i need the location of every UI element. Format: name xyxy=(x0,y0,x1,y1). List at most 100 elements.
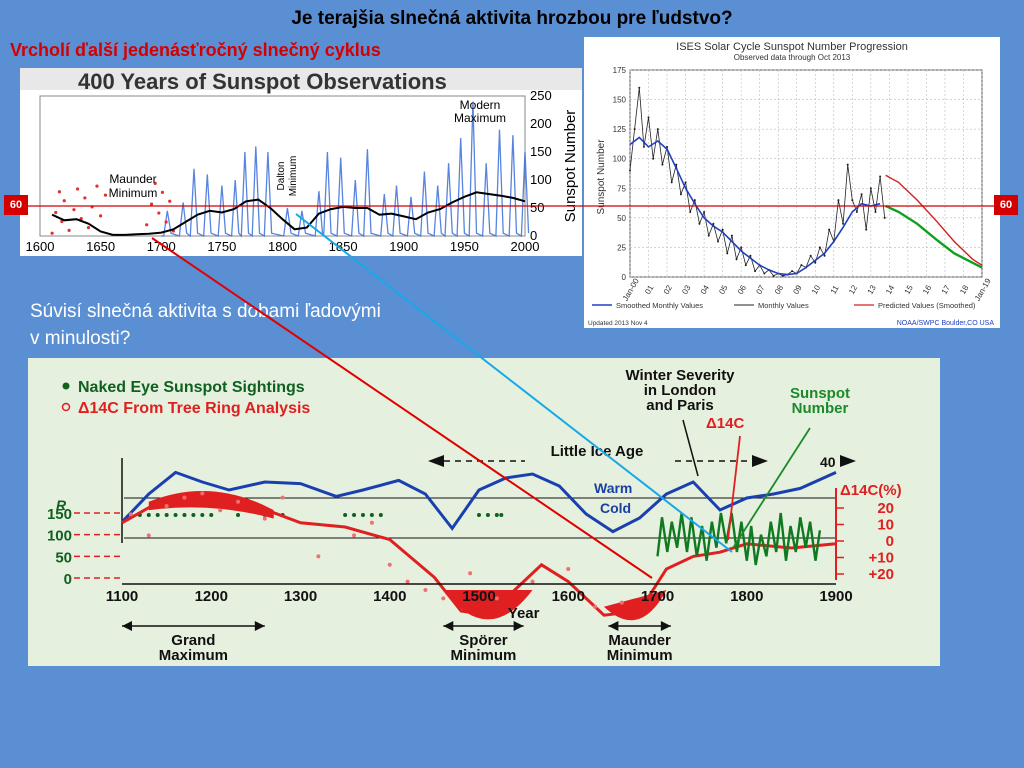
chart2-monthly-point xyxy=(842,222,845,225)
chart1-early-point xyxy=(54,210,58,215)
chart1-early-point xyxy=(60,219,64,224)
chart3-c14-point xyxy=(619,600,624,605)
chart3-sighting-point xyxy=(378,513,383,517)
chart2-monthly-point xyxy=(730,234,733,237)
chart3-arrow-head xyxy=(840,455,856,467)
chart3-c14-point xyxy=(316,554,321,559)
chart3-legend-swatch xyxy=(61,402,71,412)
chart1-early-point xyxy=(145,223,149,227)
chart3-x-tick: 1600 xyxy=(552,588,585,605)
chart2-monthly-point xyxy=(629,169,631,172)
chart2-monthly-point xyxy=(698,222,701,225)
chart2-monthly-point xyxy=(823,254,826,257)
chart3-c14-point xyxy=(423,588,428,592)
chart3-period-label: Grand xyxy=(171,632,215,649)
chart3-sighting-point xyxy=(191,513,196,517)
chart3-c14-point xyxy=(566,567,571,571)
chart2-monthly-point xyxy=(837,199,840,202)
chart2-y-tick: 50 xyxy=(617,214,626,223)
chart1-annotation: Maximum xyxy=(454,111,506,125)
chart3-sunspot-label: Number xyxy=(792,400,849,417)
chart2-y-tick: 25 xyxy=(617,243,626,252)
chart3-c14-point xyxy=(405,579,410,584)
chart3-sighting-point xyxy=(485,513,490,517)
chart3-arrow-head xyxy=(608,621,619,631)
question-text: Súvisí slnečná aktivita s dobami ľadovým… xyxy=(30,298,510,352)
chart2-monthly-point xyxy=(846,163,849,166)
chart2-monthly-point xyxy=(740,246,743,249)
chart3-sighting-point xyxy=(209,513,214,517)
chart3-arrow-head xyxy=(513,621,524,631)
chart2-y-tick: 175 xyxy=(613,66,627,75)
chart1-early-point xyxy=(168,199,172,203)
chart1-early-point xyxy=(86,226,91,230)
chart2-legend-entry: Predicted Values (Smoothed) xyxy=(878,301,976,310)
chart2-monthly-point xyxy=(717,240,719,243)
chart1-title: 400 Years of Sunspot Observations xyxy=(78,69,447,94)
chart3-sighting-point xyxy=(146,513,151,517)
chart2-monthly-point xyxy=(763,272,766,275)
chart2-monthly-point xyxy=(684,181,687,184)
chart2-subtitle: Observed data through Oct 2013 xyxy=(734,53,851,62)
chart3-left-tick: 0 xyxy=(64,571,72,588)
chart3-left-axis-label: R xyxy=(56,497,67,513)
chart3-x-tick: 1700 xyxy=(641,588,674,605)
chart2-monthly-point xyxy=(855,210,858,213)
chart2-legend-entry: Smoothed Monthly Values xyxy=(616,301,703,310)
chart2-monthly-point xyxy=(675,163,678,166)
chart3-c14-point xyxy=(593,604,598,609)
chart3-arrow-head xyxy=(122,621,132,631)
chart3-period-label: Maximum xyxy=(159,647,228,664)
chart1-y-tick: 150 xyxy=(530,144,552,159)
chart3-period-label: Minimum xyxy=(607,647,673,664)
chart3-warm-label: Warm xyxy=(594,480,632,496)
chart1-y-tick: 100 xyxy=(530,172,552,187)
chart1-early-point xyxy=(103,193,108,197)
ises-solar-cycle-chart: ISES Solar Cycle Sunspot Number Progress… xyxy=(584,37,1000,328)
chart2-monthly-point xyxy=(883,216,886,219)
chart3-x-tick: 1800 xyxy=(730,588,763,605)
chart2-monthly-point xyxy=(791,270,794,273)
chart2-monthly-point xyxy=(633,128,636,131)
chart1-early-point xyxy=(164,220,168,224)
chart3-right-tick: +20 xyxy=(869,566,894,583)
chart3-c14-point xyxy=(468,571,473,576)
chart3-sighting-point xyxy=(352,513,357,517)
chart1-annotation: Modern xyxy=(460,98,501,112)
chart3-c14-point xyxy=(262,516,267,521)
chart1-x-tick: 1650 xyxy=(86,239,115,254)
chart2-monthly-point xyxy=(781,274,784,277)
chart1-y-tick: 200 xyxy=(530,116,552,131)
chart1-y-tick: 250 xyxy=(530,88,552,103)
chart3-x-tick: 1200 xyxy=(195,588,228,605)
chart2-monthly-point xyxy=(707,234,710,237)
chart3-right-tick: 0 xyxy=(886,533,894,550)
historical-solar-climate-svg: Naked Eye Sunspot Sightings Δ14C From Tre… xyxy=(28,358,940,666)
chart3-winter-label: and Paris xyxy=(646,397,714,414)
chart1-early-point xyxy=(57,190,62,194)
chart2-predicted-red-line xyxy=(885,174,983,266)
chart3-c14-point xyxy=(164,504,169,508)
chart3-c14-point xyxy=(200,491,205,496)
chart3-sighting-point xyxy=(155,513,160,517)
chart3-sighting-point xyxy=(164,513,169,517)
chart2-monthly-point xyxy=(754,270,757,273)
chart1-x-tick: 1900 xyxy=(389,239,418,254)
sunspot-400-years-chart: 400 Years of Sunspot Observations 1600 16… xyxy=(20,68,582,256)
chart2-monthly-point xyxy=(874,210,877,213)
chart1-x-tick: 1950 xyxy=(450,239,479,254)
chart3-c14-point xyxy=(352,533,357,538)
chart2-monthly-point xyxy=(679,193,682,196)
chart3-sunspot-label: Sunspot xyxy=(790,385,850,402)
chart2-plot-frame xyxy=(629,69,983,278)
chart1-early-point xyxy=(67,228,71,232)
chart3-arrow-head xyxy=(660,621,671,631)
chart1-early-point xyxy=(50,231,54,235)
chart3-c14-point xyxy=(369,520,374,525)
chart3-period-label: Maunder xyxy=(608,632,671,649)
chart2-monthly-point xyxy=(814,261,817,264)
chart3-arrow-head xyxy=(254,621,265,631)
chart2-title: ISES Solar Cycle Sunspot Number Progress… xyxy=(676,41,908,53)
chart2-monthly-point xyxy=(772,274,775,277)
chart2-monthly-point xyxy=(726,252,729,255)
